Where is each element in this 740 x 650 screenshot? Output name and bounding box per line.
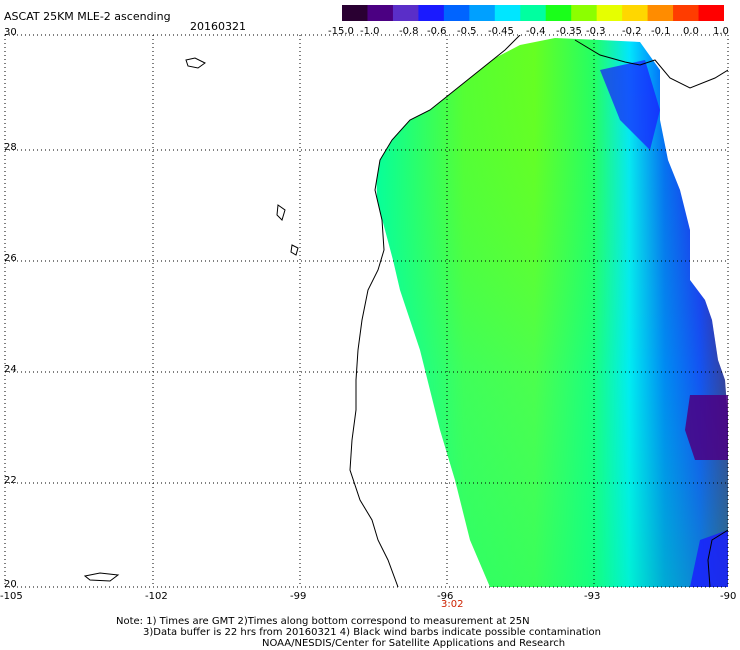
- colorbar-swatch: [392, 5, 419, 21]
- colorbar-label: -0.35: [556, 26, 582, 37]
- colorbar-label: -0.8: [399, 26, 419, 37]
- lon-label: -102: [145, 591, 168, 602]
- pass-time-label: 3:02: [441, 599, 464, 610]
- colorbar-swatch: [469, 5, 496, 21]
- colorbar: [342, 5, 724, 21]
- swath-data: [5, 35, 728, 587]
- colorbar-swatch: [520, 5, 547, 21]
- colorbar-swatch: [342, 5, 369, 21]
- lat-label: 28: [4, 142, 17, 153]
- colorbar-label: -15.0: [328, 26, 354, 37]
- lon-label: -96: [437, 591, 454, 602]
- lat-label: 30: [4, 27, 17, 38]
- lon-label: -90: [720, 591, 737, 602]
- colorbar-swatch: [494, 5, 521, 21]
- colorbar-swatch: [418, 5, 445, 21]
- lat-label: 24: [4, 364, 17, 375]
- lat-label: 22: [4, 475, 17, 486]
- note-line-1: Note: 1) Times are GMT 2)Times along bot…: [116, 616, 530, 627]
- lat-label: 20: [4, 579, 17, 590]
- land-mass: [5, 35, 520, 587]
- colorbar-swatches: [342, 5, 724, 21]
- colorbar-label: -0.2: [622, 26, 642, 37]
- colorbar-label: -0.45: [488, 26, 514, 37]
- note-line-3: NOAA/NESDIS/Center for Satellite Applica…: [262, 638, 566, 649]
- colorbar-label: -1.0: [360, 26, 380, 37]
- colorbar-label: -0.1: [651, 26, 671, 37]
- colorbar-label: -0.6: [427, 26, 447, 37]
- lon-label: -93: [584, 591, 601, 602]
- colorbar-label: -0.4: [526, 26, 546, 37]
- colorbar-label: 1.0: [713, 26, 729, 37]
- graticule: [4, 34, 729, 588]
- product-date: 20160321: [190, 20, 246, 33]
- lat-label: 26: [4, 253, 17, 264]
- colorbar-swatch: [596, 5, 623, 21]
- lon-label: -99: [290, 591, 307, 602]
- colorbar-label: -0.5: [457, 26, 477, 37]
- lon-label: -105: [0, 591, 23, 602]
- colorbar-label: 0.0: [683, 26, 699, 37]
- colorbar-swatch: [673, 5, 700, 21]
- colorbar-swatch: [367, 5, 394, 21]
- colorbar-swatch: [571, 5, 598, 21]
- note-line-2: 3)Data buffer is 22 hrs from 20160321 4)…: [143, 627, 601, 638]
- coastline: [349, 35, 521, 587]
- colorbar-swatch: [622, 5, 649, 21]
- colorbar-label: -0.3: [586, 26, 606, 37]
- product-title: ASCAT 25KM MLE-2 ascending: [4, 10, 171, 23]
- colorbar-swatch: [647, 5, 674, 21]
- colorbar-swatch: [545, 5, 572, 21]
- colorbar-labels: -15.0 -1.0 -0.8 -0.6 -0.5 -0.45 -0.4 -0.…: [0, 27, 740, 39]
- colorbar-swatch: [443, 5, 470, 21]
- colorbar-swatch: [698, 5, 724, 21]
